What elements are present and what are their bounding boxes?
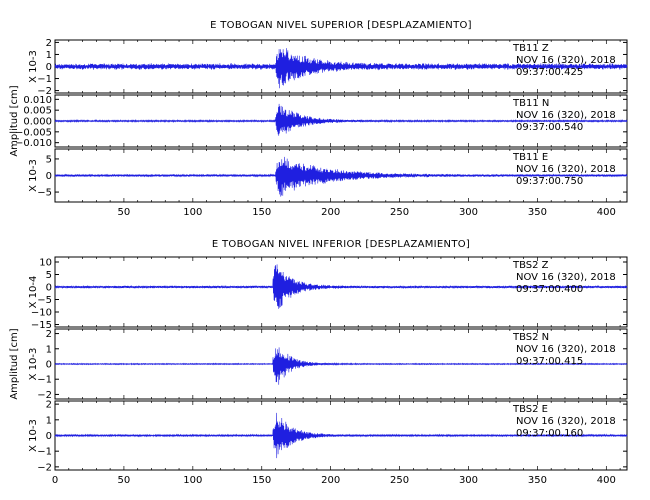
waveform-trace: [54, 103, 628, 136]
scale-label: X 10-3: [28, 50, 39, 83]
x-tick-label: 350: [528, 475, 547, 486]
y-tick-label: −5: [37, 295, 52, 306]
waveform-trace: [54, 264, 628, 309]
date-label: NOV 16 (320), 2018: [516, 416, 616, 427]
x-tick-label: 50: [118, 475, 131, 486]
y-axis-label: Amplitud [cm]: [9, 85, 20, 156]
waveform-trace: [54, 48, 628, 89]
x-tick-label: 200: [321, 475, 340, 486]
chart-title: E TOBOGAN NIVEL INFERIOR [DESPLAZAMIENTO…: [212, 239, 470, 250]
y-tick-label: 0.005: [23, 106, 52, 117]
x-tick-label: 350: [528, 207, 547, 218]
time-label: 09:37:00.160: [516, 428, 583, 439]
chart-title: E TOBOGAN NIVEL SUPERIOR [DESPLAZAMIENTO…: [210, 20, 472, 31]
y-tick-label: 0: [46, 431, 52, 442]
x-tick-label: 200: [321, 207, 340, 218]
x-tick-label: 250: [390, 475, 409, 486]
y-tick-label: 0: [46, 171, 52, 182]
x-tick-label: 150: [252, 475, 271, 486]
y-tick-label: −10: [31, 308, 52, 319]
station-label: TBS2 Z: [512, 260, 549, 271]
y-tick-label: 2: [46, 400, 52, 411]
chart-group-0: E TOBOGAN NIVEL SUPERIOR [DESPLAZAMIENTO…: [9, 20, 628, 218]
station-label: TBS2 E: [512, 404, 548, 415]
y-tick-label: 1: [46, 50, 52, 61]
x-tick-label: 0: [52, 475, 58, 486]
y-tick-label: −1: [37, 375, 52, 386]
y-tick-label: −2: [37, 390, 52, 401]
x-tick-label: 250: [390, 207, 409, 218]
station-label: TB11 N: [512, 98, 549, 109]
x-tick-label: 300: [459, 207, 478, 218]
date-label: NOV 16 (320), 2018: [516, 164, 616, 175]
y-tick-label: 5: [46, 270, 52, 281]
chart-group-1: E TOBOGAN NIVEL INFERIOR [DESPLAZAMIENTO…: [9, 239, 628, 486]
y-tick-label: 5: [46, 154, 52, 165]
y-tick-label: −15: [31, 320, 52, 331]
x-tick-label: 50: [118, 207, 131, 218]
y-axis-label: Amplitud [cm]: [9, 328, 20, 399]
scale-label: X 10-3: [28, 159, 39, 192]
y-tick-label: 0: [46, 283, 52, 294]
waveform-trace: [54, 347, 628, 385]
y-tick-label: −2: [37, 86, 52, 97]
x-tick-label: 100: [183, 207, 202, 218]
time-label: 09:37:00.750: [516, 176, 583, 187]
panel-frame: [54, 256, 628, 328]
station-label: TB11 Z: [512, 43, 549, 54]
x-tick-label: 100: [183, 475, 202, 486]
date-label: NOV 16 (320), 2018: [516, 272, 616, 283]
y-tick-label: −0.010: [15, 138, 52, 149]
x-tick-label: 300: [459, 475, 478, 486]
x-tick-label: 400: [597, 207, 616, 218]
y-tick-label: 2: [46, 329, 52, 340]
x-tick-label: 400: [597, 475, 616, 486]
time-label: 09:37:00.540: [516, 122, 583, 133]
waveform-trace: [54, 156, 628, 197]
y-tick-label: 10: [39, 258, 52, 269]
scale-label: X 10-4: [28, 276, 39, 309]
y-tick-label: 0: [46, 62, 52, 73]
y-tick-label: −0.005: [15, 127, 52, 138]
scale-label: X 10-3: [28, 348, 39, 381]
date-label: NOV 16 (320), 2018: [516, 344, 616, 355]
y-tick-label: −2: [37, 462, 52, 473]
y-tick-label: −1: [37, 74, 52, 85]
y-tick-label: −5: [37, 188, 52, 199]
scale-label: X 10-3: [28, 419, 39, 452]
y-tick-label: 0.000: [23, 117, 52, 128]
time-label: 09:37:00.425: [516, 67, 583, 78]
time-label: 09:37:00.400: [516, 284, 583, 295]
x-tick-label: 150: [252, 207, 271, 218]
waveform-trace: [54, 412, 628, 459]
y-tick-label: 0: [46, 360, 52, 371]
y-tick-label: −1: [37, 447, 52, 458]
y-tick-label: 1: [46, 415, 52, 426]
station-label: TB11 E: [512, 152, 548, 163]
station-label: TBS2 N: [512, 332, 549, 343]
y-tick-label: 2: [46, 38, 52, 49]
y-tick-label: 1: [46, 344, 52, 355]
time-label: 09:37:00.415: [516, 356, 583, 367]
date-label: NOV 16 (320), 2018: [516, 110, 616, 121]
date-label: NOV 16 (320), 2018: [516, 55, 616, 66]
y-tick-label: 0.010: [23, 95, 52, 106]
